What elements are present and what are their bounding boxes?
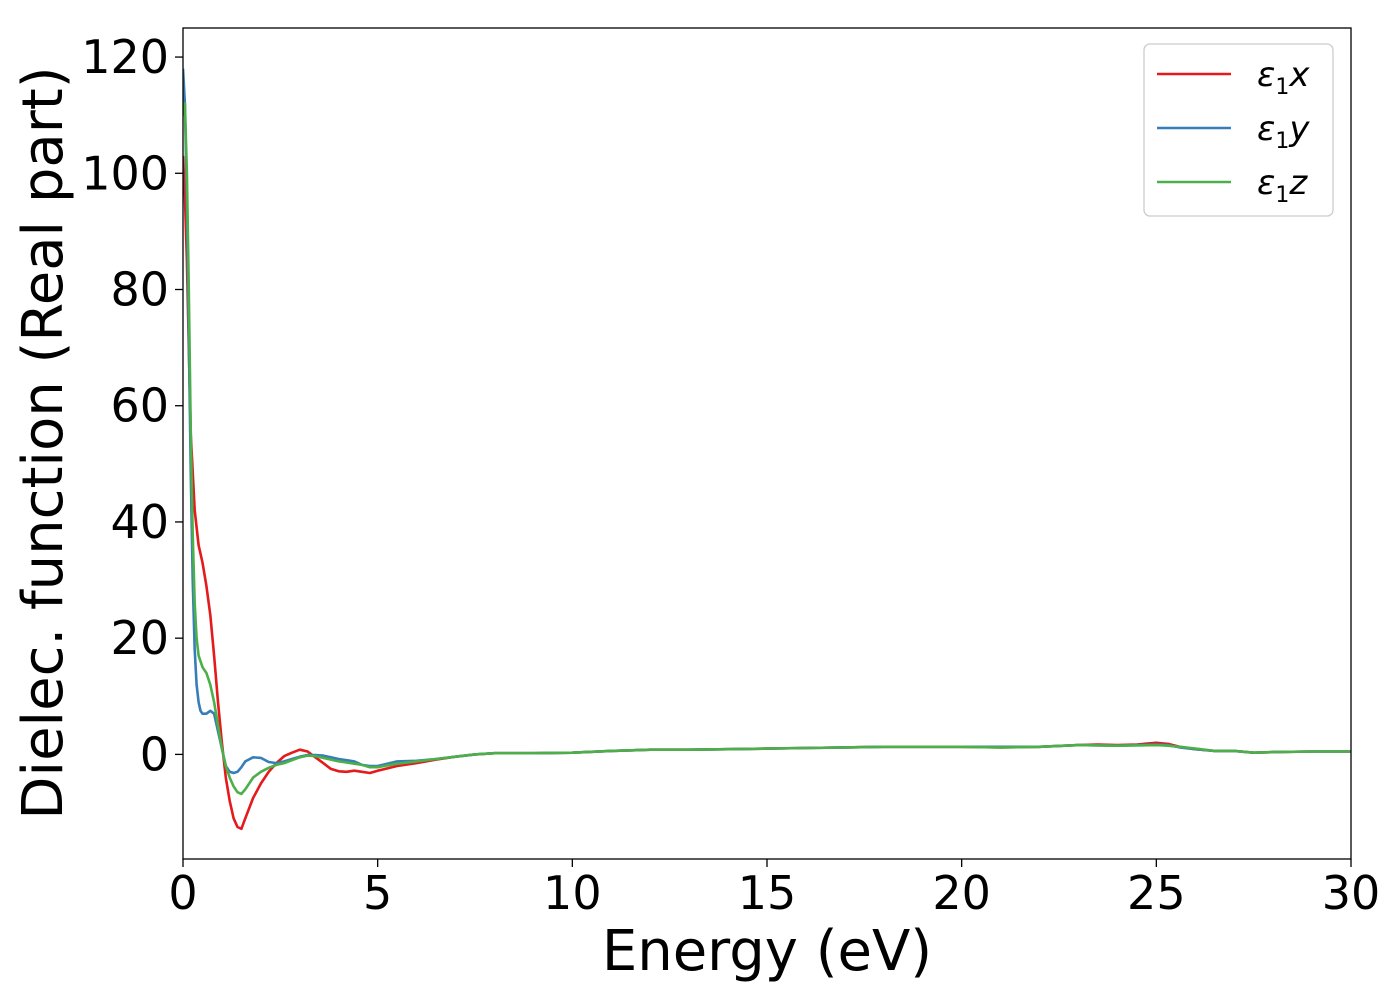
series-layer bbox=[183, 68, 1351, 831]
y-tick-label: 40 bbox=[110, 495, 169, 549]
y-axis-label: Dielec. function (Real part) bbox=[11, 66, 76, 819]
y-tick-label: 20 bbox=[110, 611, 169, 665]
legend-frame bbox=[1143, 43, 1334, 217]
x-tick-label: 10 bbox=[543, 866, 602, 920]
x-tick-label: 0 bbox=[168, 866, 197, 920]
x-tick-label: 15 bbox=[738, 866, 797, 920]
y-tick-label: 0 bbox=[140, 727, 169, 781]
x-tick-label: 30 bbox=[1322, 866, 1381, 920]
legend-label-y: ε1y bbox=[1257, 109, 1310, 154]
x-tick-label: 20 bbox=[932, 866, 991, 920]
x-tick-label: 5 bbox=[363, 866, 392, 920]
y-tick-label: 120 bbox=[81, 30, 169, 84]
x-axis-label: Energy (eV) bbox=[602, 919, 932, 984]
y-tick-label: 60 bbox=[110, 379, 169, 433]
y-tick-label: 100 bbox=[81, 146, 169, 200]
series-line-x bbox=[183, 155, 1351, 831]
x-tick-label: 25 bbox=[1127, 866, 1186, 920]
x-axis: 0 5 10 15 20 25 30 bbox=[168, 859, 1380, 920]
series-line-z bbox=[183, 102, 1351, 796]
legend: ε1x ε1y ε1z bbox=[1143, 43, 1334, 217]
y-tick-label: 80 bbox=[110, 263, 169, 317]
y-axis: 0 20 40 60 80 100 120 bbox=[81, 30, 183, 781]
legend-label-x: ε1x bbox=[1257, 55, 1310, 100]
legend-label-z: ε1z bbox=[1257, 163, 1308, 208]
